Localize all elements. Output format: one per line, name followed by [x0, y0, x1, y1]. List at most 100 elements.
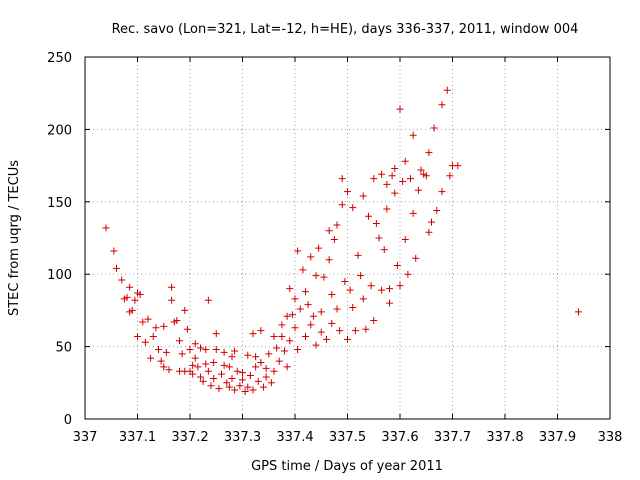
- data-point: [401, 235, 409, 243]
- data-point: [157, 357, 165, 365]
- data-point: [380, 246, 388, 254]
- data-point: [273, 344, 281, 352]
- y-tick-label: 50: [55, 341, 72, 356]
- x-tick-label: 337.8: [486, 430, 523, 445]
- data-point: [181, 306, 189, 314]
- data-point: [336, 327, 344, 335]
- data-point: [262, 373, 270, 381]
- x-tick-label: 337.4: [276, 430, 313, 445]
- data-point: [183, 325, 191, 333]
- data-point: [131, 296, 139, 304]
- data-point: [328, 290, 336, 298]
- data-point: [341, 277, 349, 285]
- data-point: [291, 324, 299, 332]
- data-point: [304, 301, 312, 309]
- data-point: [396, 105, 404, 113]
- data-point: [425, 149, 433, 157]
- data-point: [407, 175, 414, 183]
- data-point: [378, 286, 386, 294]
- data-point: [354, 251, 362, 259]
- data-point: [128, 306, 136, 314]
- data-point: [147, 354, 155, 362]
- data-point: [365, 212, 372, 220]
- data-point: [220, 361, 228, 369]
- data-point: [278, 321, 286, 329]
- data-point: [178, 350, 186, 358]
- data-point: [281, 347, 288, 355]
- data-point: [409, 131, 417, 139]
- data-point: [438, 188, 446, 196]
- data-point: [372, 220, 380, 228]
- data-point: [113, 264, 120, 272]
- y-tick-label: 200: [47, 123, 72, 138]
- data-point: [197, 373, 204, 381]
- data-point: [370, 317, 378, 325]
- data-point: [239, 376, 246, 384]
- data-point: [288, 311, 296, 319]
- data-point: [312, 341, 320, 349]
- data-point: [210, 374, 218, 382]
- data-point: [215, 385, 223, 393]
- data-point: [134, 332, 141, 340]
- data-point: [383, 205, 391, 213]
- data-point: [283, 312, 291, 320]
- plot-frame: [84, 56, 611, 420]
- data-point: [189, 370, 197, 378]
- data-point: [270, 367, 278, 375]
- data-point: [375, 234, 383, 242]
- data-point: [362, 325, 370, 333]
- data-point: [223, 379, 231, 387]
- data-point: [294, 247, 302, 255]
- data-point: [317, 308, 325, 316]
- data-point: [417, 166, 425, 174]
- data-point: [270, 332, 278, 340]
- data-point: [173, 317, 181, 325]
- data-point: [575, 308, 582, 316]
- data-point: [351, 327, 359, 335]
- data-point: [244, 383, 252, 391]
- data-point: [220, 348, 228, 356]
- data-point: [144, 315, 152, 323]
- data-point: [160, 322, 168, 330]
- data-point: [393, 262, 401, 270]
- data-point: [168, 296, 176, 304]
- data-point: [212, 345, 220, 353]
- data-point: [204, 296, 212, 304]
- data-point: [438, 101, 446, 109]
- data-point: [333, 305, 341, 313]
- data-point: [446, 172, 454, 180]
- data-point: [357, 272, 365, 280]
- data-point: [349, 204, 357, 212]
- data-point: [320, 273, 328, 281]
- data-point: [123, 293, 131, 301]
- data-point: [197, 344, 204, 352]
- data-point: [338, 201, 346, 209]
- data-point: [278, 332, 286, 340]
- data-point: [401, 157, 409, 165]
- data-point: [275, 357, 283, 365]
- data-point: [102, 224, 110, 232]
- data-point: [323, 335, 330, 343]
- data-point: [228, 374, 236, 382]
- data-point: [443, 86, 451, 94]
- data-point: [191, 354, 199, 362]
- data-point: [283, 363, 291, 371]
- data-point: [212, 330, 220, 338]
- data-point: [118, 276, 126, 284]
- data-point: [194, 363, 202, 371]
- data-point: [160, 363, 168, 371]
- data-point: [412, 254, 420, 262]
- data-point: [252, 363, 260, 371]
- data-point: [202, 360, 210, 368]
- data-point: [244, 351, 252, 359]
- data-point: [225, 383, 233, 391]
- data-point: [299, 266, 307, 274]
- data-point: [307, 321, 315, 329]
- data-point: [189, 361, 197, 369]
- data-point: [409, 209, 417, 217]
- data-point: [239, 369, 246, 377]
- x-tick-label: 337.5: [329, 430, 366, 445]
- data-point: [414, 186, 422, 194]
- data-point: [346, 286, 354, 294]
